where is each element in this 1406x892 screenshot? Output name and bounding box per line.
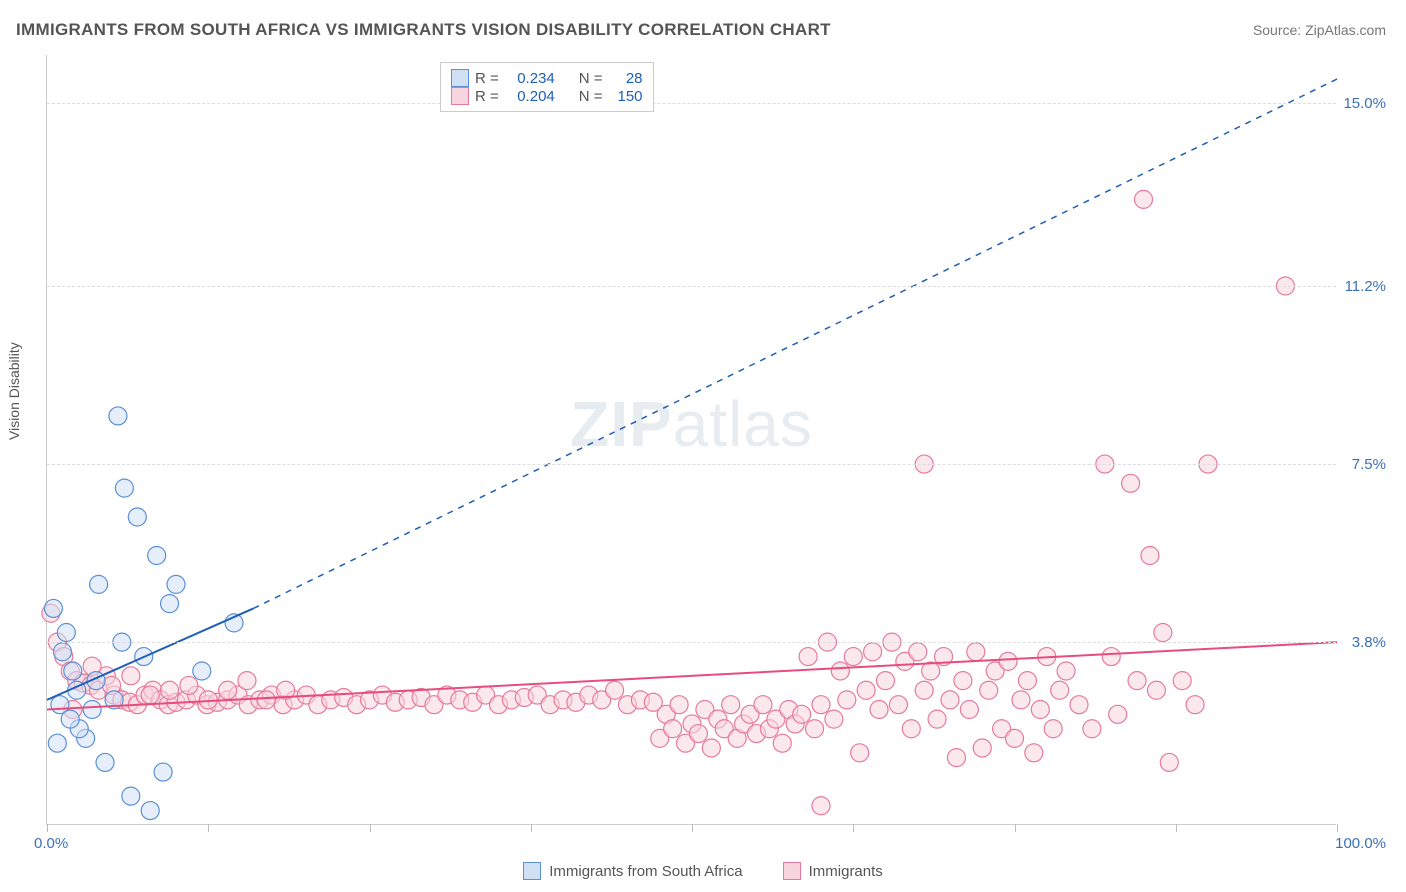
y-axis-label: Vision Disability: [6, 342, 22, 440]
plot-area: ZIPatlas: [46, 55, 1336, 825]
swatch-series1-bottom: [523, 862, 541, 880]
plot-svg: [47, 55, 1336, 824]
stats-legend-row-2: R = 0.204 N = 150: [451, 87, 643, 105]
bottom-legend-item-2: Immigrants: [783, 862, 883, 880]
chart-container: IMMIGRANTS FROM SOUTH AFRICA VS IMMIGRAN…: [0, 0, 1406, 892]
swatch-series2: [451, 87, 469, 105]
chart-title: IMMIGRANTS FROM SOUTH AFRICA VS IMMIGRAN…: [16, 20, 831, 40]
bottom-legend-item-1: Immigrants from South Africa: [523, 862, 742, 880]
bottom-legend: Immigrants from South Africa Immigrants: [0, 862, 1406, 880]
stats-legend-row-1: R = 0.234 N = 28: [451, 69, 643, 87]
stats-legend: R = 0.234 N = 28 R = 0.204 N = 150: [440, 62, 654, 112]
swatch-series2-bottom: [783, 862, 801, 880]
source-label: Source: ZipAtlas.com: [1253, 22, 1386, 38]
swatch-series1: [451, 69, 469, 87]
